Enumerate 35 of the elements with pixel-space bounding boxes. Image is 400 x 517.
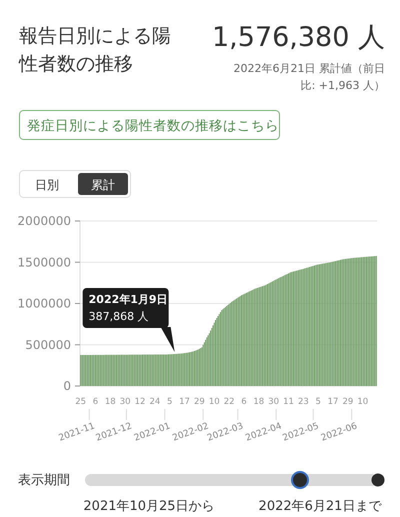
x-tick-label: 10 [208, 397, 220, 407]
text: 累計 [91, 178, 115, 192]
y-tick-label: 2000000 [18, 214, 71, 228]
x-tick-label: 30 [268, 397, 280, 407]
x-tick-label: 6 [92, 397, 98, 407]
x-tick-label: 29 [194, 397, 205, 407]
x-tick-label: 5 [167, 397, 172, 407]
y-tick-label: 0 [63, 379, 71, 393]
x-tick-label: 5 [316, 397, 321, 407]
x-tick-label: 29 [342, 397, 354, 407]
x-tick-label: 17 [328, 397, 338, 407]
text: 2021年10月25日から [83, 499, 215, 514]
x-tick-label: 30 [120, 397, 131, 407]
x-tick-label: 11 [283, 397, 294, 407]
x-tick-label: 18 [104, 397, 116, 407]
x-tick-label: 10 [357, 397, 368, 407]
x-tick-label: 18 [253, 397, 264, 407]
y-tick-label: 500000 [25, 338, 71, 352]
x-tick-label: 12 [134, 397, 146, 407]
text: 2022年6月21日 累計値（前日比: +1,963 人） [234, 62, 385, 92]
annotation: 2022年1月9日 387,868 人 [88, 293, 168, 323]
text: 日別 [35, 178, 59, 192]
x-tick-label: 17 [179, 397, 190, 407]
text: 発症日別による陽性者数の推移はこちら [27, 118, 279, 134]
x-tick-label: 22 [224, 397, 235, 407]
y-tick-label: 1000000 [18, 296, 71, 310]
text: 1,576,380 人 [212, 22, 385, 53]
y-tick-label: 1500000 [18, 255, 71, 270]
x-tick-label: 6 [241, 397, 247, 407]
x-tick-label: 24 [149, 397, 160, 407]
text: 2022年6月21日まで [258, 499, 382, 514]
x-tick-label: 25 [75, 397, 86, 407]
text: 表示期間 [18, 473, 70, 488]
chart-title: 報告日別による陽性者数の推移 [18, 25, 171, 75]
x-tick-label: 23 [298, 397, 309, 407]
